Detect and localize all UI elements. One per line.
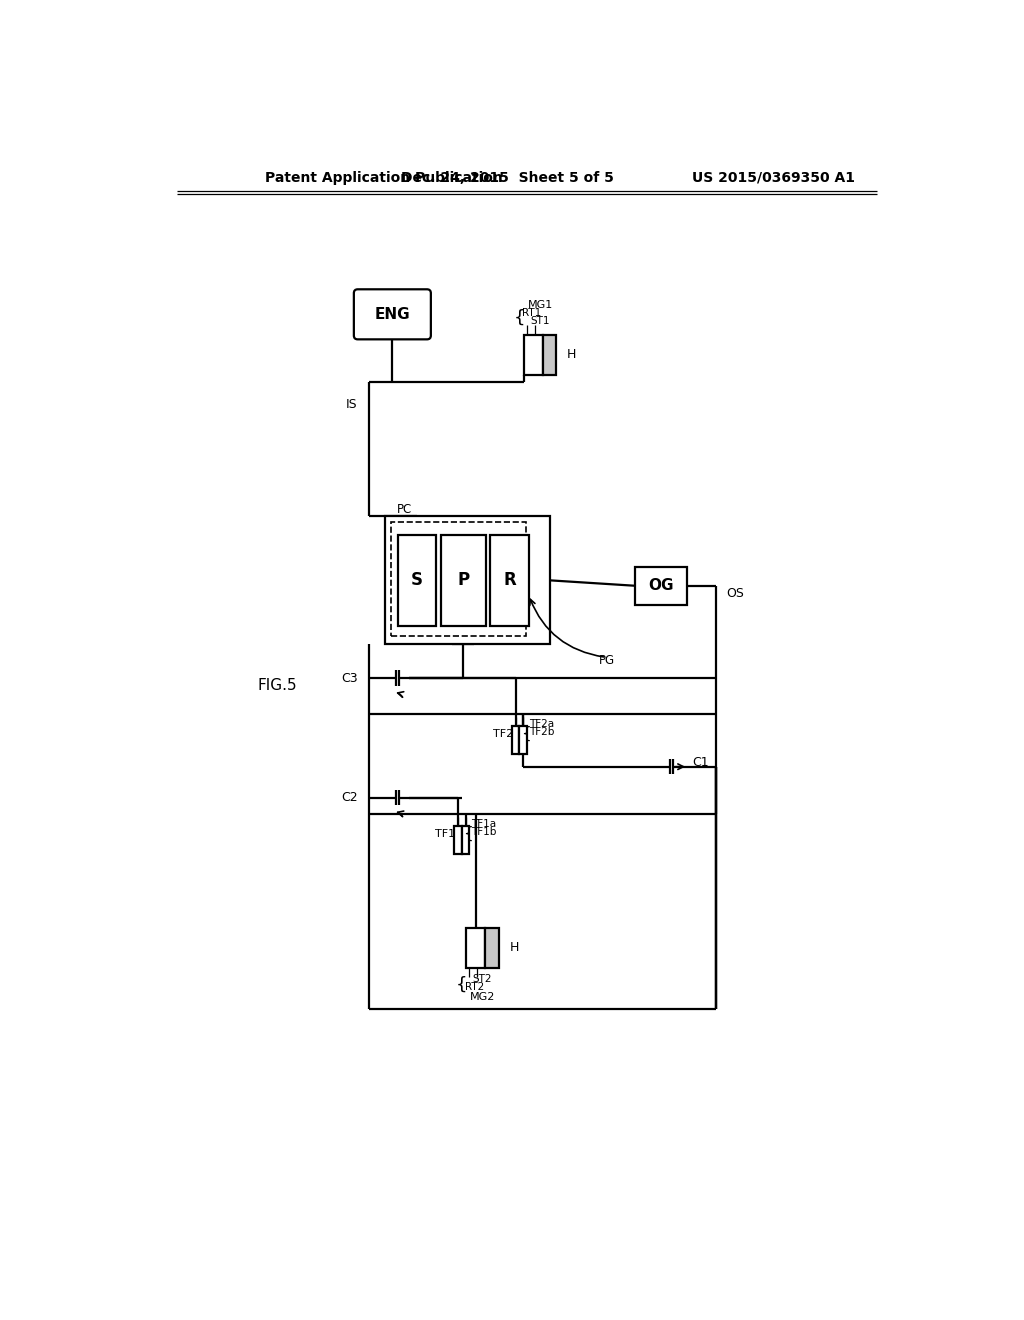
- Text: MG2: MG2: [470, 991, 496, 1002]
- Text: Dec. 24, 2015  Sheet 5 of 5: Dec. 24, 2015 Sheet 5 of 5: [401, 170, 614, 185]
- Text: TF1: TF1: [435, 829, 456, 838]
- Text: RT2: RT2: [465, 982, 484, 991]
- Text: R: R: [503, 572, 516, 589]
- Bar: [397, 535, 436, 626]
- FancyBboxPatch shape: [354, 289, 431, 339]
- Text: {: {: [463, 826, 473, 841]
- Bar: [454, 826, 462, 854]
- Bar: [466, 928, 484, 968]
- Text: FIG.5: FIG.5: [258, 678, 297, 693]
- Text: {: {: [513, 309, 524, 327]
- Text: P: P: [457, 572, 469, 589]
- Bar: [543, 335, 556, 375]
- Text: H: H: [509, 941, 519, 954]
- Bar: [519, 726, 527, 754]
- Bar: [462, 826, 469, 854]
- Bar: [484, 928, 499, 968]
- Text: IS: IS: [345, 399, 357, 412]
- Text: MG1: MG1: [528, 301, 553, 310]
- Text: C1: C1: [692, 756, 710, 770]
- Text: H: H: [567, 348, 577, 362]
- Text: TF2b: TF2b: [528, 727, 554, 737]
- Bar: [490, 535, 528, 626]
- Bar: [441, 535, 485, 626]
- Bar: [391, 521, 525, 636]
- Text: TF1a: TF1a: [471, 820, 496, 829]
- Text: OG: OG: [648, 578, 674, 593]
- Text: TF2a: TF2a: [528, 719, 554, 729]
- Text: RT1: RT1: [522, 308, 542, 318]
- Text: TF2: TF2: [493, 729, 513, 739]
- Text: ST1: ST1: [530, 315, 550, 326]
- Text: PG: PG: [599, 653, 614, 667]
- Text: US 2015/0369350 A1: US 2015/0369350 A1: [692, 170, 855, 185]
- Text: C2: C2: [341, 791, 357, 804]
- Text: Patent Application Publication: Patent Application Publication: [265, 170, 503, 185]
- Bar: [385, 516, 550, 644]
- Text: ENG: ENG: [375, 306, 411, 322]
- Text: TF1b: TF1b: [471, 826, 497, 837]
- Text: C3: C3: [341, 672, 357, 685]
- Bar: [512, 726, 519, 754]
- Text: {: {: [456, 975, 467, 994]
- Text: OS: OS: [727, 587, 744, 601]
- Bar: [524, 335, 543, 375]
- Text: ST2: ST2: [472, 974, 492, 985]
- Text: {: {: [521, 726, 530, 742]
- Text: PC: PC: [397, 503, 413, 516]
- Text: S: S: [411, 572, 423, 589]
- Bar: [635, 566, 687, 605]
